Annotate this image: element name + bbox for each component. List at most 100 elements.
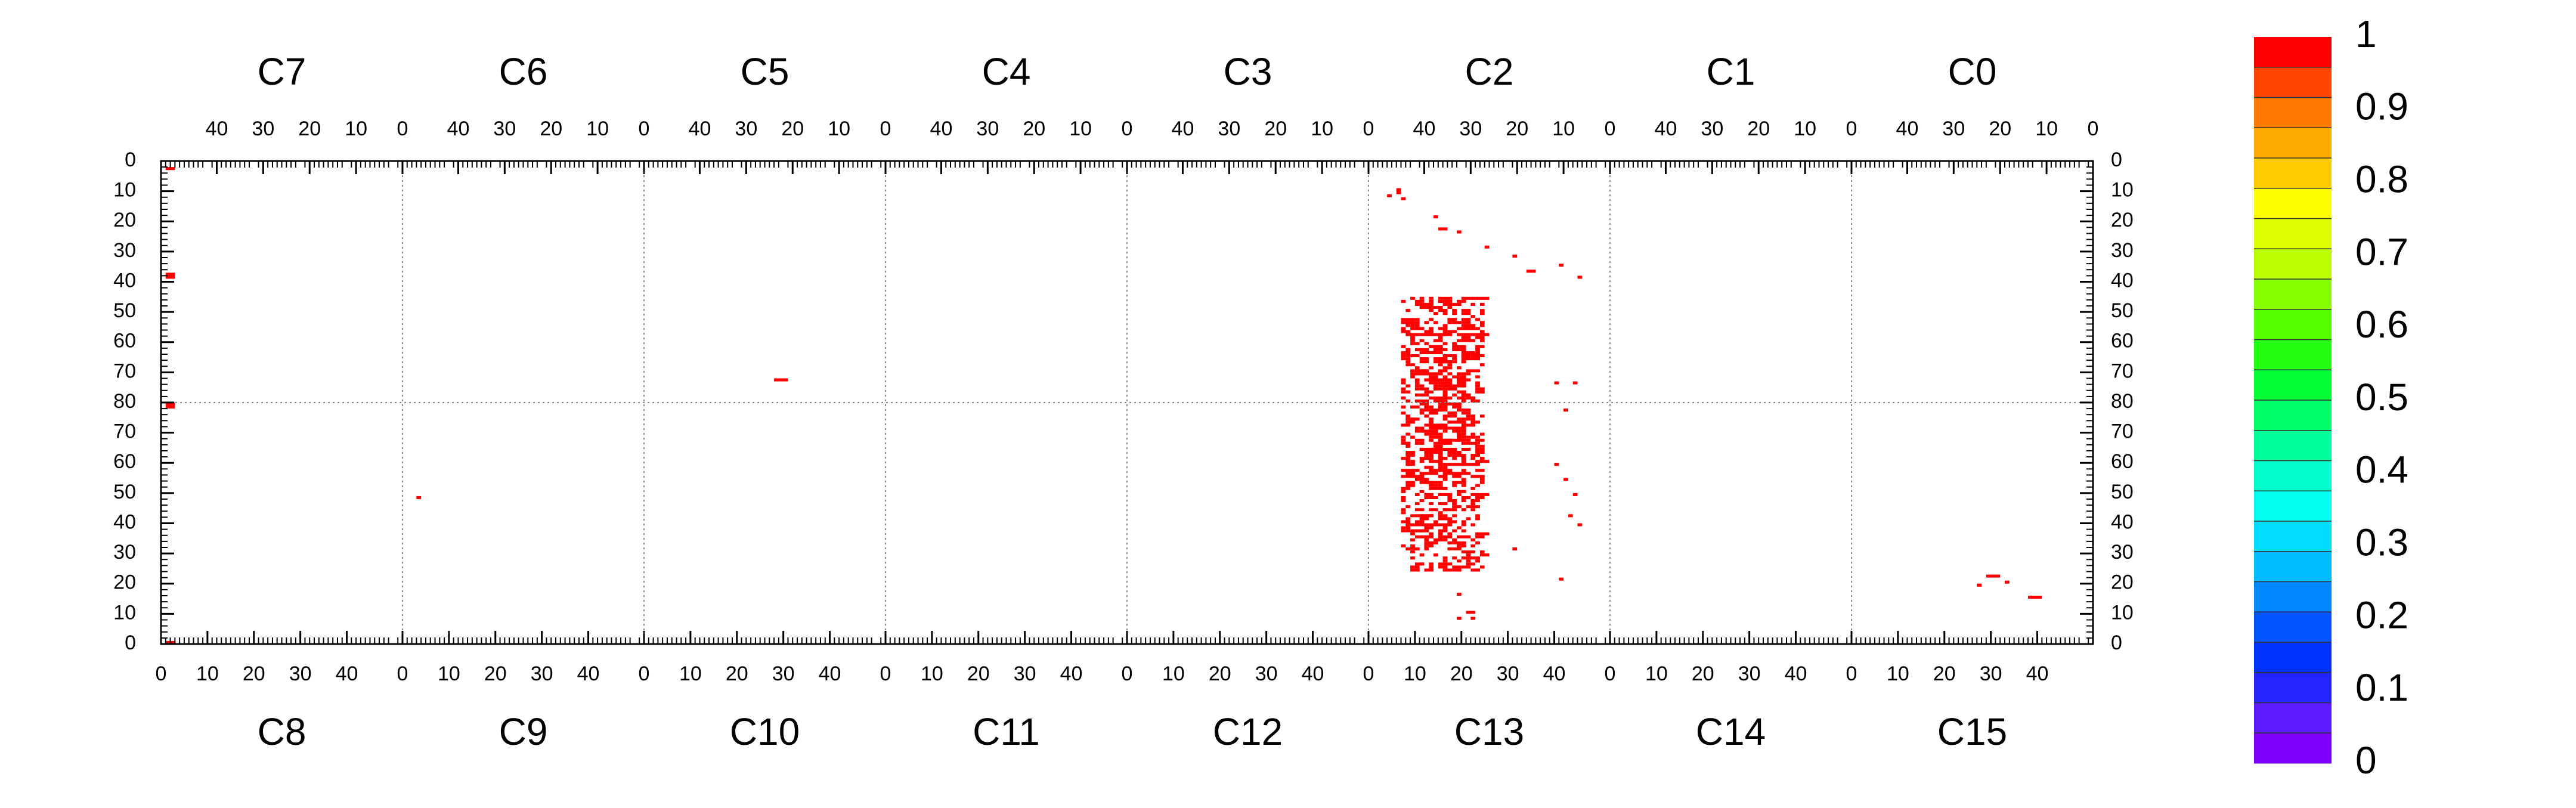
hit-pixel (1447, 426, 1453, 430)
hit-pixel (1429, 405, 1434, 409)
hit-pixel (1401, 197, 1406, 200)
top-tick-label: 0 (1846, 117, 1857, 140)
hit-pixel (1452, 481, 1457, 484)
left-tick-label: 20 (113, 209, 136, 231)
hit-pixel (165, 273, 175, 279)
hit-pixel (1438, 327, 1443, 330)
color-scale-segment (2254, 672, 2332, 703)
hit-pixel (1442, 423, 1448, 427)
hit-pixel (1401, 508, 1406, 512)
hit-pixel (1442, 478, 1448, 481)
hit-pixel (1414, 493, 1420, 496)
hit-pixel (1447, 366, 1453, 370)
hit-pixel (1456, 378, 1462, 382)
hit-pixel (1429, 435, 1434, 439)
bottom-tick-label: 40 (1785, 663, 1807, 685)
hit-pixel (1429, 318, 1434, 321)
bottom-tick-label: 0 (1363, 663, 1374, 685)
hit-pixel (1466, 321, 1471, 324)
color-scale-segment (2254, 612, 2332, 643)
hit-pixel (1433, 538, 1438, 541)
hit-pixel (1475, 517, 1480, 521)
hit-pixel (1470, 420, 1476, 424)
left-tick-label: 70 (113, 360, 136, 382)
hit-pixel (1475, 460, 1480, 463)
hit-pixel (1424, 568, 1434, 572)
hit-pixel (1414, 426, 1420, 430)
hit-pixel (1447, 321, 1453, 324)
hit-pixel (1405, 351, 1411, 354)
right-tick-label: 10 (2111, 601, 2134, 624)
top-tick-label: 40 (447, 117, 470, 140)
hit-pixel (1461, 432, 1466, 436)
hit-pixel (1433, 215, 1438, 219)
hit-pixel (1466, 517, 1471, 521)
hit-pixel (1442, 538, 1448, 541)
hit-pixel (1461, 299, 1466, 303)
hit-pixel (1438, 457, 1443, 460)
top-tick-label: 20 (781, 117, 804, 140)
hit-pixel (1405, 463, 1411, 466)
top-tick-label: 40 (1172, 117, 1194, 140)
hit-pixel (1442, 342, 1448, 345)
hit-pixel (1456, 435, 1462, 439)
hit-pixel (1424, 403, 1429, 406)
hit-pixel (1470, 324, 1476, 327)
left-tick-label: 20 (113, 571, 136, 594)
hit-pixel (1424, 423, 1429, 427)
hit-pixel (1447, 403, 1453, 406)
hit-pixel (1475, 345, 1480, 348)
hit-pixel (1447, 396, 1453, 400)
top-tick-label: 10 (1311, 117, 1333, 140)
hit-pixel (1429, 457, 1434, 460)
hit-pixel (1419, 306, 1425, 309)
hit-pixel (1438, 502, 1443, 506)
hit-pixel (1438, 296, 1443, 300)
hit-pixel (1414, 333, 1420, 336)
hit-pixel (1442, 526, 1448, 530)
hit-pixel (1433, 487, 1438, 490)
hit-pixel (1442, 493, 1453, 496)
hit-pixel (1405, 517, 1411, 521)
hit-pixel (1401, 487, 1406, 490)
hit-pixel (1429, 562, 1434, 566)
hit-pixels (165, 167, 2042, 644)
hit-pixel (1452, 499, 1457, 503)
hit-pixel (1424, 372, 1429, 376)
hit-pixel (1447, 520, 1453, 524)
axis-ticks (160, 160, 2094, 645)
right-tick-label: 50 (2111, 299, 2134, 322)
right-tick-label: 80 (2111, 390, 2134, 413)
hit-pixel (1452, 463, 1457, 466)
hit-pixel (1456, 451, 1462, 454)
hit-pixel (1442, 535, 1448, 538)
color-scale-segment (2254, 460, 2332, 491)
hit-pixel (1438, 484, 1443, 487)
hit-pixel (1452, 384, 1457, 388)
bottom-tick-label: 0 (397, 663, 408, 685)
hit-pixel (1419, 302, 1425, 306)
hit-pixel (1405, 441, 1411, 445)
hit-pixel (1572, 381, 1578, 385)
hit-pixel (1419, 426, 1425, 430)
hit-pixel (1461, 375, 1466, 379)
hit-pixel (1429, 296, 1434, 300)
hit-pixel (1461, 544, 1466, 547)
hit-pixel (1442, 475, 1448, 478)
hit-pixel (1475, 556, 1480, 560)
hit-pixel (1438, 565, 1448, 569)
hit-pixel (1447, 451, 1457, 454)
top-tick-label: 30 (493, 117, 516, 140)
hit-pixel (1461, 333, 1471, 336)
hit-pixel (1414, 381, 1420, 385)
hit-pixel (774, 378, 788, 382)
top-tick-label: 10 (1069, 117, 1092, 140)
hit-pixel (1405, 526, 1411, 530)
bottom-tick-label: 40 (336, 663, 358, 685)
hit-pixel (1456, 384, 1462, 388)
hit-pixel (1429, 438, 1434, 442)
hit-pixel (1452, 393, 1457, 397)
hit-pixel (1479, 309, 1485, 312)
hit-pixel (1447, 469, 1453, 472)
